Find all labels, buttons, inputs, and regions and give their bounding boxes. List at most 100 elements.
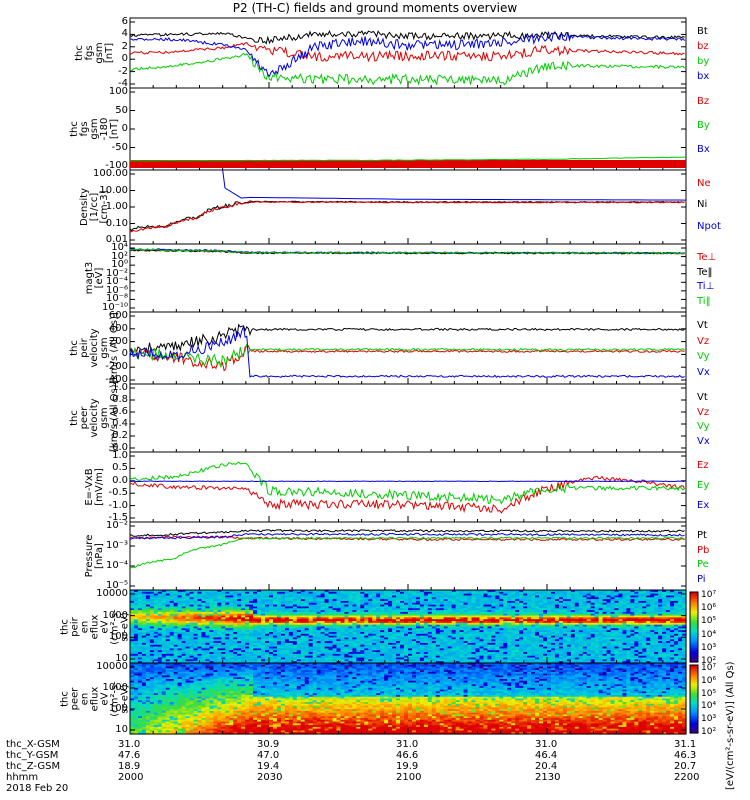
ytick-label: 1000 xyxy=(102,609,128,621)
ytick-label: 0.01 xyxy=(105,234,128,245)
series-Ex xyxy=(129,480,685,483)
series-Pe xyxy=(129,536,685,570)
ytick-label: 10⁻³ xyxy=(105,540,128,551)
ytick-label: 0 xyxy=(121,123,128,134)
panel-frame-vi xyxy=(129,311,687,385)
colorbar-tick: 10⁴ xyxy=(701,629,717,640)
ylabel-line: [km/s (All Qs)] xyxy=(109,380,120,452)
colorbar-tick: 10⁷ xyxy=(701,663,717,673)
ytick-label: 1.0 xyxy=(112,450,128,461)
legend-entry: Ne xyxy=(697,178,711,189)
ylabel-line: en xyxy=(79,692,90,705)
series-Pb xyxy=(129,535,685,542)
legend-entry: Ex xyxy=(697,500,710,511)
ytick-label: -50 xyxy=(111,141,128,153)
ytick-label: 10000 xyxy=(96,588,128,599)
ytick-label: 0.6 xyxy=(112,406,128,417)
ytick-label: 0.0 xyxy=(112,442,128,453)
ylabel-line: peir xyxy=(69,616,80,637)
ylabel-line: [eV] xyxy=(94,267,105,289)
ytick-label: 10 xyxy=(115,724,128,735)
ytick-label: 10⁻² xyxy=(105,520,128,531)
ytick-label: 10⁻⁸ xyxy=(105,293,128,305)
series-Bz xyxy=(130,160,686,168)
orbit-row-label: thc_X-GSM xyxy=(6,739,60,750)
legend-entry: Te⊥ xyxy=(697,252,717,263)
colorbar-tick: 10⁶ xyxy=(701,603,717,614)
ylabel-line: en xyxy=(79,620,90,633)
ylabel-line: thc xyxy=(59,618,70,635)
legend-entry: Npot xyxy=(697,220,721,232)
panel-ylabel: thc peir velocity gsm [km/s (All Qs)] xyxy=(69,312,120,384)
ytick-label: 0.8 xyxy=(112,394,128,405)
orbit-value: 47.6 xyxy=(118,750,141,761)
ytick-label: 10⁻⁴ xyxy=(105,276,128,288)
legend-entry: Vt xyxy=(697,320,708,331)
colorbar-electron xyxy=(689,664,699,734)
panel-frame-efield xyxy=(129,451,687,523)
series-Bt xyxy=(129,30,685,45)
panel-ylabel: magt3 [eV] xyxy=(84,244,105,312)
legend-entry: Vy xyxy=(697,421,710,432)
orbit-value: 2100 xyxy=(396,772,422,783)
orbit-value: 30.9 xyxy=(257,739,280,750)
orbit-value: 20.7 xyxy=(674,761,697,772)
series-Vx xyxy=(129,324,685,378)
series-bx xyxy=(129,31,686,77)
ylabel-line: (cm²-s- xyxy=(109,608,120,645)
ytick-label: 100.00 xyxy=(93,168,128,179)
orbit-value: 2000 xyxy=(118,772,144,783)
orbit-value: 47.0 xyxy=(257,750,280,761)
panel-ylabel: Pressure [nPa] xyxy=(84,522,105,590)
colorbar-tick: 10³ xyxy=(701,642,717,653)
ytick-label: 2 xyxy=(121,40,128,52)
electron-spectrogram xyxy=(130,663,687,735)
ytick-label: -1.0 xyxy=(108,499,128,511)
ytick-label: 50 xyxy=(115,104,128,116)
colorbar-tick: 10⁴ xyxy=(701,701,717,712)
legend-entry: Ti‖ xyxy=(697,295,711,307)
date-label: 2018 Feb 20 xyxy=(6,783,69,794)
panel-ylabel: thc fgs gsm -180 [nT] xyxy=(69,88,120,170)
orbit-value: 20.4 xyxy=(535,761,558,772)
ytick-label: 10⁻⁵ xyxy=(105,580,128,591)
colorbar-tick: 10² xyxy=(701,656,717,666)
ylabel-line: sr-eV) xyxy=(119,683,130,714)
ytick-label: 10⁻² xyxy=(105,267,128,279)
ytick-label: -400 xyxy=(105,374,128,385)
ytick-label: 0 xyxy=(121,348,128,360)
ytick-label: 200 xyxy=(108,335,128,347)
colorbar-tick: 10⁵ xyxy=(701,688,717,699)
ytick-label: 100 xyxy=(108,631,128,643)
orbit-value: 2030 xyxy=(257,772,283,783)
legend-entry: Ey xyxy=(697,480,710,491)
ytick-label: 100 xyxy=(108,86,128,97)
panel-ylabel: Density [1/cc] [cm-3] xyxy=(79,170,110,244)
orbit-value: 31.1 xyxy=(674,739,697,750)
series-Ey xyxy=(129,461,685,505)
ytick-label: 400 xyxy=(108,322,128,334)
legend-entry: Pi xyxy=(697,573,706,585)
ytick-label: 0.0 xyxy=(112,474,128,486)
ylabel-line: eV xyxy=(99,692,110,705)
legend-entry: Te‖ xyxy=(697,266,713,278)
orbit-value: 2130 xyxy=(535,772,561,783)
ytick-label: 6 xyxy=(121,16,128,27)
ytick-label: 0.2 xyxy=(112,430,128,441)
colorbar-ion xyxy=(689,591,699,663)
legend-entry: Ti⊥ xyxy=(697,281,715,292)
series-By xyxy=(129,156,687,162)
series-Ti‖ xyxy=(129,248,685,255)
ytick-label: 10² xyxy=(111,250,128,262)
series-Ne xyxy=(129,199,685,233)
ylabel-line: peer xyxy=(69,687,80,710)
colorbar-tick: 10⁵ xyxy=(701,616,717,627)
panel-frame-density xyxy=(129,169,687,245)
orbit-value: 19.4 xyxy=(257,761,280,772)
panel-ylabel: thc peer velocity gsm [km/s (All Qs)] xyxy=(69,380,120,452)
orbit-row-label: thc_Z-GSM xyxy=(6,761,61,772)
series-Vy xyxy=(129,343,685,368)
panel-frame-fgs xyxy=(129,17,687,89)
series-Vz xyxy=(129,345,685,372)
